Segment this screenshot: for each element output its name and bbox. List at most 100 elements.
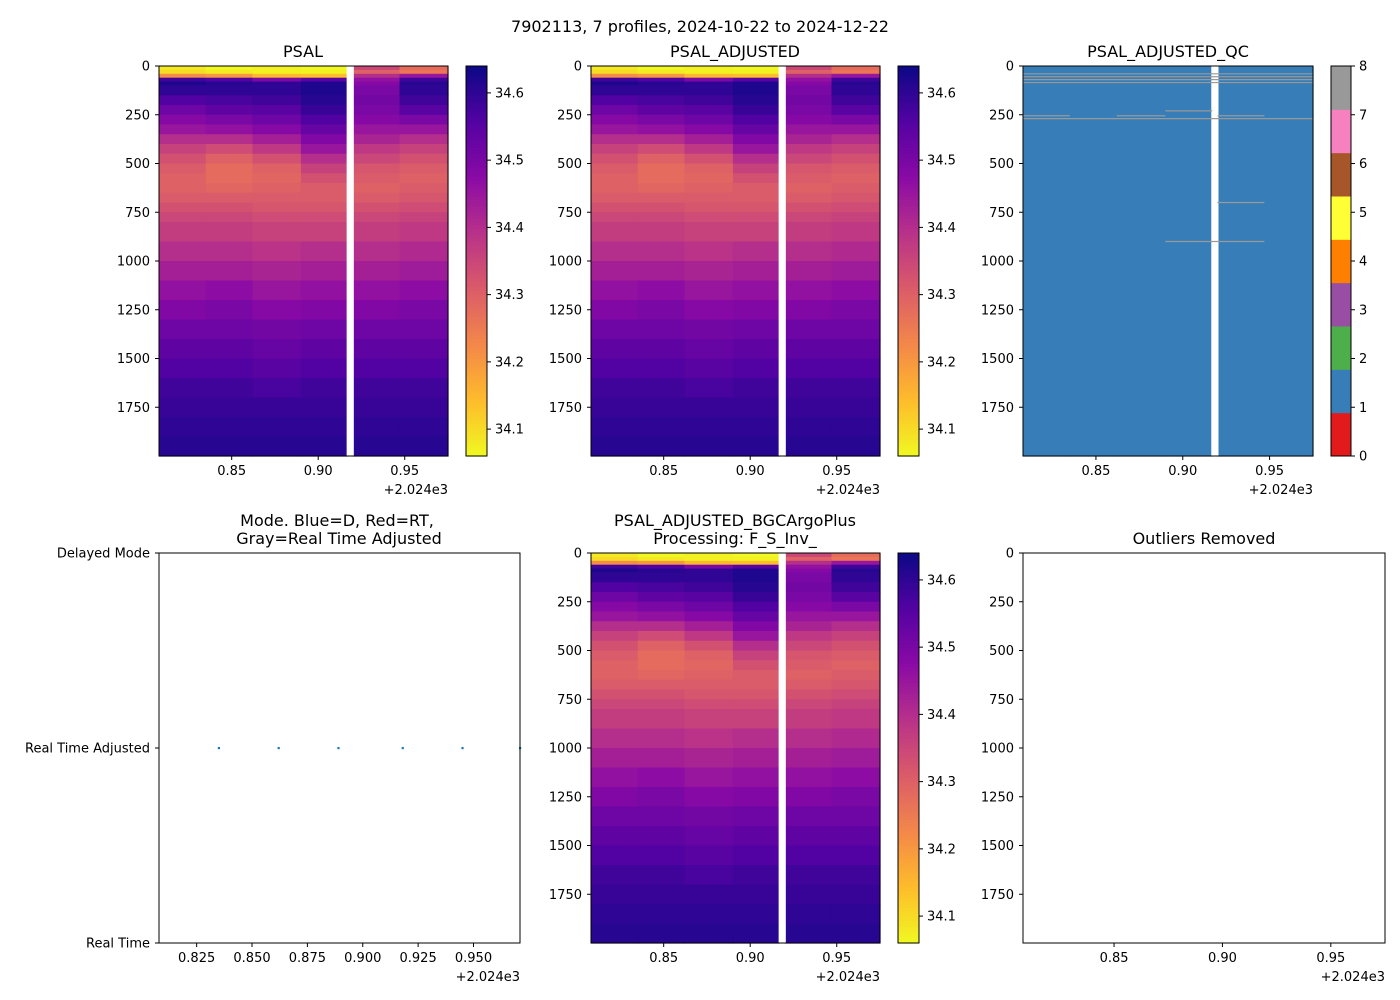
heatmap-cell: [591, 767, 639, 788]
heatmap-cell: [1116, 85, 1166, 96]
heatmap-cell: [732, 826, 781, 847]
x-tick-label: 0.925: [400, 951, 437, 966]
colorbar-gradient-step: [898, 95, 919, 100]
colorbar-gradient-step: [898, 290, 919, 295]
colorbar-gradient-step: [898, 780, 919, 785]
colorbar-gradient-step: [466, 300, 487, 304]
colorbar-gradient-step: [466, 225, 487, 230]
heatmap-cell: [1069, 212, 1118, 223]
colorbar-gradient-step: [898, 264, 919, 269]
heatmap-cell: [732, 69, 781, 75]
heatmap-cell: [205, 397, 254, 418]
heatmap-cell: [399, 85, 449, 96]
colorbar-tick-label: 34.5: [927, 154, 956, 169]
heatmap-cell: [1023, 261, 1071, 282]
heatmap-cell: [205, 319, 254, 340]
heatmap-cell: [831, 202, 881, 213]
y-tick-label: 750: [557, 206, 582, 221]
heatmap-cell: [684, 582, 734, 593]
heatmap-cell: [591, 560, 639, 566]
heatmap-cell: [637, 553, 686, 558]
heatmap-cell: [399, 280, 449, 301]
heatmap-cell: [1264, 183, 1314, 194]
colorbar-gradient-step: [898, 569, 919, 574]
x-tick-label: 0.950: [455, 951, 492, 966]
heatmap-cell: [1217, 73, 1265, 79]
heatmap-cell: [637, 709, 686, 730]
heatmap-cell: [637, 679, 686, 691]
heatmap-cell: [637, 767, 686, 788]
colorbar-gradient-step: [898, 556, 919, 561]
heatmap-cell: [684, 728, 734, 749]
colorbar-gradient-step: [898, 748, 919, 752]
heatmap-cell: [784, 183, 833, 194]
y-tick-label: 1500: [549, 839, 582, 854]
colorbar-tick-label: 5: [1359, 206, 1367, 221]
colorbar-gradient-step: [898, 79, 919, 83]
heatmap-cell: [1264, 124, 1314, 135]
colorbar-gradient-step: [898, 715, 919, 720]
colorbar-gradient-step: [898, 904, 919, 908]
heatmap-cell: [1116, 358, 1166, 379]
heatmap-cell: [831, 564, 881, 570]
colorbar-gradient-step: [898, 306, 919, 311]
panel-psal-adjusted: PSAL_ADJUSTED 0.85 0.90 0.95 +2.024e3 0 250 50…: [549, 42, 956, 498]
colorbar-gradient-step: [466, 140, 487, 145]
heatmap-cell: [1165, 339, 1213, 360]
heatmap-cell: [159, 436, 207, 457]
heatmap-cell: [1264, 417, 1314, 438]
heatmap-cell: [1165, 163, 1213, 174]
colorbar-gradient-step: [898, 670, 919, 674]
colorbar-gradient-step: [466, 374, 487, 379]
heatmap-cell: [831, 192, 881, 204]
heatmap-cell: [591, 601, 639, 613]
x-tick-label: 0.85: [217, 464, 246, 479]
heatmap-cell: [399, 222, 449, 243]
heatmap-cell: [831, 699, 881, 710]
heatmap-cell: [684, 564, 734, 570]
heatmap-cell: [1217, 280, 1265, 301]
heatmap-cell: [831, 222, 881, 243]
heatmap-cell: [637, 173, 686, 184]
heatmap-cell: [205, 241, 254, 262]
heatmap-cell: [1116, 436, 1166, 457]
heatmap-cell: [399, 134, 449, 145]
colorbar-gradient-step: [898, 712, 919, 717]
colorbar-tick-label: 34.2: [927, 355, 956, 370]
colorbar-gradient-step: [898, 679, 919, 684]
heatmap-cell: [591, 144, 639, 155]
heatmap-cell: [684, 679, 734, 691]
heatmap-cell: [637, 95, 686, 106]
heatmap-cell: [1264, 378, 1314, 399]
colorbar-gradient-step: [898, 826, 919, 830]
heatmap-cell: [732, 621, 781, 632]
y-tick-label: 1000: [981, 255, 1014, 270]
axes: 0.85 0.90 0.95 +2.024e3 0 250 500 750 1000 1250 15…: [117, 60, 449, 498]
heatmap-cell: [1069, 124, 1118, 135]
heatmap-cell: [591, 679, 639, 691]
y-tick-label: 1250: [117, 303, 150, 318]
colorbar-gradient-step: [898, 835, 919, 840]
heatmap-cell: [732, 261, 781, 282]
colorbar: 34.1 34.2 34.3 34.4 34.5 34.6: [897, 65, 956, 457]
heatmap-cell: [784, 660, 833, 671]
colorbar-gradient-step: [466, 426, 487, 431]
heatmap-cell: [684, 884, 734, 905]
heatmap-cell: [1116, 339, 1166, 360]
colorbar-gradient-step: [898, 803, 919, 808]
colorbar-gradient-step: [898, 329, 919, 334]
heatmap-cell: [831, 124, 881, 135]
heatmap-cell: [784, 572, 833, 583]
heatmap-cell: [1069, 319, 1118, 340]
heatmap-cell: [684, 66, 734, 71]
heatmap-cell: [637, 397, 686, 418]
panel-psal: PSAL 0.85 0.90 0.95 +2.024e3 0 250 500 750 1000 1…: [117, 42, 524, 498]
heatmap-cell: [637, 134, 686, 145]
colorbar-gradient-step: [898, 85, 919, 90]
y-tick-label: 0: [574, 547, 582, 562]
heatmap-cell: [591, 183, 639, 194]
heatmap-cell: [591, 572, 639, 583]
colorbar-gradient-step: [466, 452, 487, 457]
colorbar: 34.1 34.2 34.3 34.4 34.5 34.6: [465, 65, 524, 457]
colorbar-gradient-step: [898, 345, 919, 350]
